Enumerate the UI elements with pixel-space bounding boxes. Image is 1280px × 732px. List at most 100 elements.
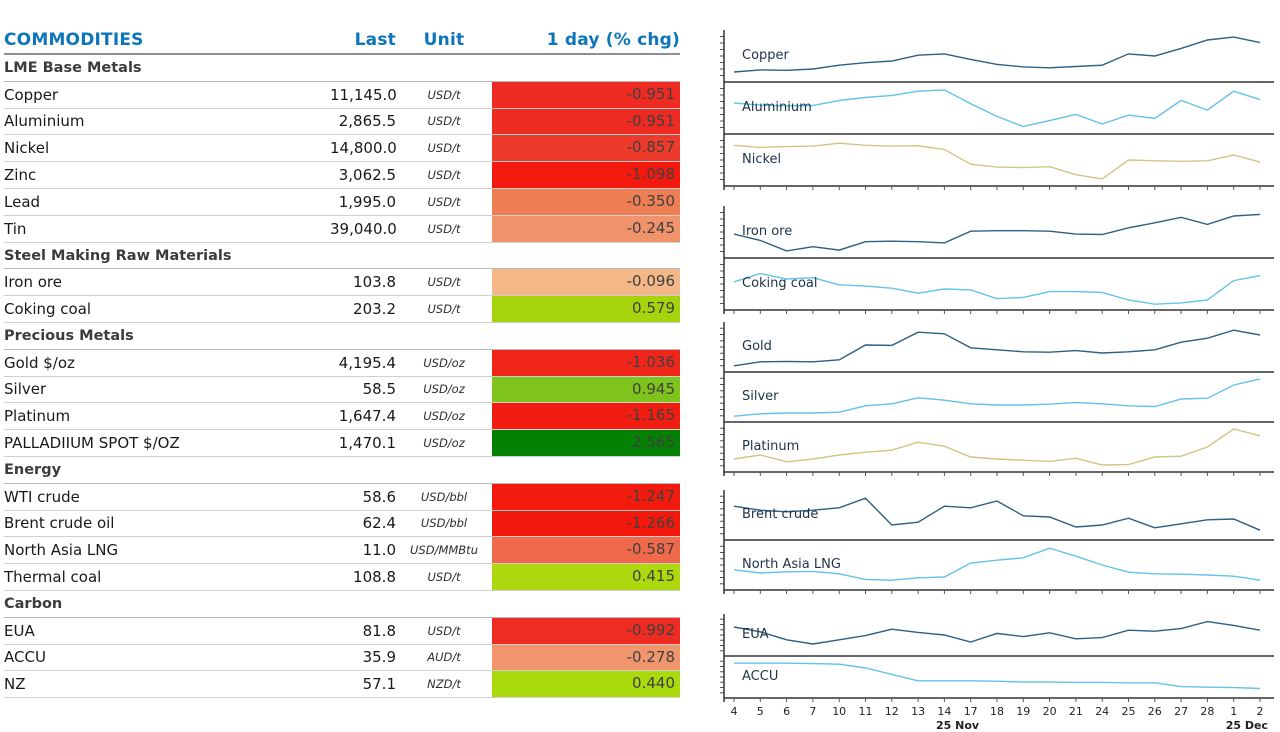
- commodities-table: COMMODITIES Last Unit 1 day (% chg) LME …: [4, 26, 680, 699]
- commodity-name: North Asia LNG: [4, 541, 119, 560]
- unit-label: USD/t: [427, 275, 461, 290]
- table-row: WTI crude 58.6 USD/bbl -1.247: [4, 483, 680, 511]
- last-value: 11,145.0: [330, 85, 397, 104]
- commodity-name: Silver: [4, 380, 47, 399]
- table-row: Copper 11,145.0 USD/t -0.951: [4, 81, 680, 109]
- x-tick-label: 28: [1200, 705, 1214, 718]
- last-value: 203.2: [353, 300, 396, 319]
- unit-label: USD/oz: [423, 436, 465, 451]
- x-tick-label: 5: [757, 705, 764, 718]
- section-header: Precious Metals: [4, 323, 680, 350]
- commodity-name: Aluminium: [4, 112, 85, 131]
- sparkline-silver: [733, 378, 1261, 417]
- x-tick-label: 11: [859, 705, 873, 718]
- commodity-name: Platinum: [4, 407, 71, 426]
- section-header: Energy: [4, 457, 680, 484]
- change-cell: -0.951: [492, 81, 680, 108]
- month-label-dec: 25 Dec: [1226, 719, 1268, 732]
- last-value: 57.1: [362, 675, 396, 694]
- x-tick-label: 1: [1230, 705, 1237, 718]
- change-cell: 0.440: [492, 671, 680, 698]
- x-tick-label: 18: [990, 705, 1004, 718]
- x-tick-label: 19: [1016, 705, 1030, 718]
- sparkline-brent-crude: [733, 497, 1261, 531]
- unit-label: USD/t: [427, 168, 461, 183]
- commodity-name: Iron ore: [4, 273, 62, 292]
- last-value: 1,470.1: [338, 434, 396, 453]
- table-row: ACCU 35.9 AUD/t -0.278: [4, 644, 680, 672]
- commodity-name: Lead: [4, 192, 41, 211]
- series-label: Platinum: [742, 439, 799, 454]
- change-cell: 2.565: [492, 430, 680, 456]
- commodity-name: ACCU: [4, 648, 46, 667]
- unit-label: USD/t: [427, 221, 461, 236]
- last-value: 81.8: [362, 621, 396, 640]
- month-label-nov: 25 Nov: [936, 719, 980, 732]
- change-cell: -0.245: [492, 215, 680, 242]
- x-tick-label: 27: [1174, 705, 1188, 718]
- last-value: 2,865.5: [338, 112, 396, 131]
- x-tick-label: 21: [1069, 705, 1083, 718]
- sparkline-eua: [733, 620, 1261, 645]
- series-label: Copper: [742, 48, 790, 63]
- change-cell: 0.579: [492, 296, 680, 322]
- x-tick-label: 4: [731, 705, 738, 718]
- series-label: Coking coal: [742, 276, 817, 291]
- series-label: Gold: [742, 339, 772, 354]
- last-value: 4,195.4: [338, 353, 396, 372]
- change-cell: -0.992: [492, 617, 680, 644]
- unit-label: USD/oz: [423, 409, 465, 424]
- series-label: Brent crude: [742, 507, 818, 522]
- table-row: North Asia LNG 11.0 USD/MMBtu -0.587: [4, 537, 680, 565]
- x-tick-label: 25: [1122, 705, 1136, 718]
- change-cell: -0.278: [492, 644, 680, 671]
- change-cell: -1.165: [492, 403, 680, 430]
- column-header-last: Last: [354, 29, 396, 50]
- change-cell: -0.951: [492, 108, 680, 135]
- commodity-name: Gold $/oz: [4, 353, 75, 372]
- sparkline-coking-coal: [733, 272, 1261, 305]
- sparkline-aluminium: [733, 89, 1261, 128]
- last-value: 14,800.0: [330, 139, 397, 158]
- table-body: LME Base Metals Copper 11,145.0 USD/t -0.951…: [4, 55, 680, 699]
- sparkline-platinum: [733, 428, 1261, 466]
- table-header-row: COMMODITIES Last Unit 1 day (% chg): [4, 26, 680, 55]
- unit-label: USD/t: [427, 570, 461, 585]
- section-header: Carbon: [4, 591, 680, 618]
- change-cell: -1.247: [492, 483, 680, 510]
- commodity-name: Zinc: [4, 166, 37, 185]
- commodity-name: PALLADIIUM SPOT $/OZ: [4, 434, 180, 453]
- x-tick-label: 13: [911, 705, 925, 718]
- x-tick-label: 12: [885, 705, 899, 718]
- last-value: 108.8: [353, 568, 396, 587]
- series-label: North Asia LNG: [742, 557, 841, 572]
- last-value: 58.6: [362, 487, 396, 506]
- table-row: Aluminium 2,865.5 USD/t -0.951: [4, 108, 680, 136]
- table-row: Thermal coal 108.8 USD/t 0.415: [4, 564, 680, 591]
- commodity-name: Brent crude oil: [4, 514, 115, 533]
- x-tick-label: 17: [964, 705, 978, 718]
- section-header: Steel Making Raw Materials: [4, 243, 680, 270]
- change-cell: -0.350: [492, 188, 680, 215]
- unit-label: USD/bbl: [420, 516, 468, 531]
- sparkline-nickel: [733, 142, 1261, 180]
- commodity-name: Copper: [4, 85, 59, 104]
- table-row: Brent crude oil 62.4 USD/bbl -1.266: [4, 510, 680, 538]
- unit-label: USD/t: [427, 114, 461, 129]
- last-value: 58.5: [362, 380, 396, 399]
- sparkline-group: Gold Silver Platinum: [720, 322, 1274, 476]
- unit-label: USD/MMBtu: [410, 543, 478, 558]
- unit-label: AUD/t: [427, 650, 461, 665]
- change-cell: -1.266: [492, 510, 680, 537]
- sparkline-gold: [733, 329, 1261, 367]
- table-row: Tin 39,040.0 USD/t -0.245: [4, 215, 680, 243]
- x-tick-label: 6: [783, 705, 790, 718]
- sparkline-copper: [733, 36, 1261, 73]
- unit-label: USD/t: [427, 302, 461, 317]
- commodity-name: EUA: [4, 621, 35, 640]
- series-label: Iron ore: [742, 224, 792, 239]
- column-header-unit: Unit: [423, 29, 465, 50]
- sparkline-group: Iron ore Coking coal: [720, 206, 1274, 314]
- last-value: 103.8: [353, 273, 396, 292]
